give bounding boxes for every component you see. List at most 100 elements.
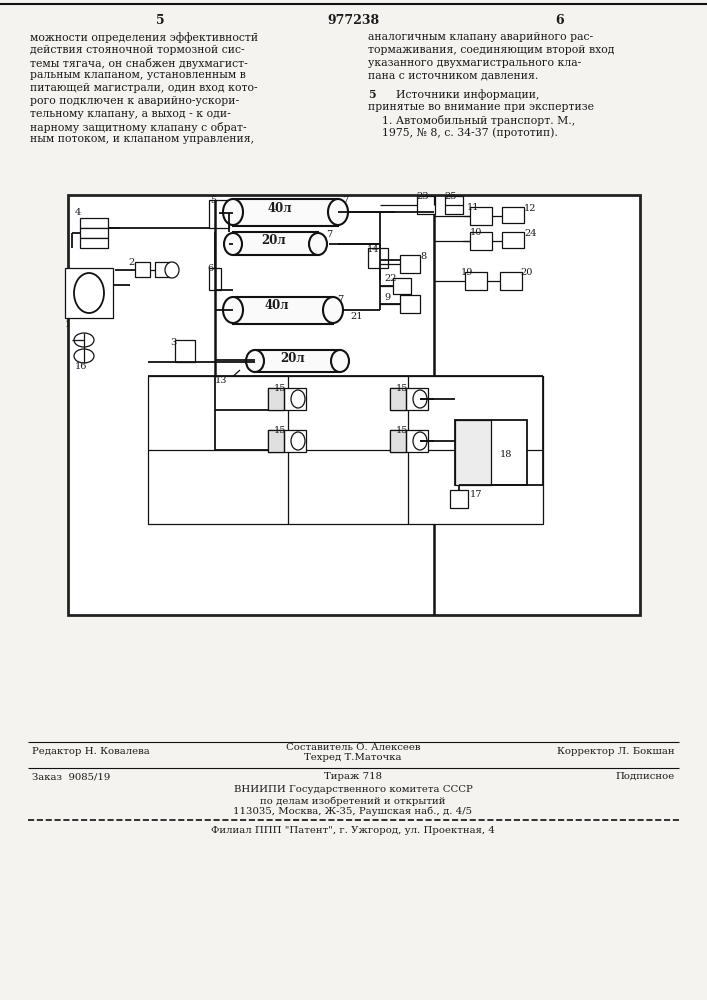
- Bar: [470, 207, 492, 225]
- Bar: [455, 420, 527, 485]
- Text: 6: 6: [207, 264, 213, 273]
- Text: 5: 5: [210, 196, 216, 205]
- Bar: [400, 295, 420, 313]
- Text: 113035, Москва, Ж-35, Раушская наб., д. 4/5: 113035, Москва, Ж-35, Раушская наб., д. …: [233, 807, 472, 816]
- Text: принятые во внимание при экспертизе: принятые во внимание при экспертизе: [368, 102, 594, 112]
- Text: Заказ  9085/19: Заказ 9085/19: [32, 772, 110, 781]
- Text: действия стояночной тормозной сис-: действия стояночной тормозной сис-: [30, 45, 245, 55]
- Bar: [390, 388, 428, 410]
- Text: 21: 21: [350, 312, 363, 321]
- Text: 40л: 40л: [265, 299, 289, 312]
- Ellipse shape: [224, 233, 242, 255]
- Text: 15: 15: [396, 384, 409, 393]
- Ellipse shape: [74, 333, 94, 347]
- Bar: [393, 278, 411, 294]
- Text: 7: 7: [337, 295, 344, 304]
- Bar: [68, 195, 640, 615]
- Text: 11: 11: [467, 203, 479, 212]
- Bar: [233, 199, 338, 226]
- Ellipse shape: [413, 390, 427, 408]
- Text: рого подключен к аварийно-ускори-: рого подключен к аварийно-ускори-: [30, 96, 239, 106]
- Text: 40л: 40л: [268, 202, 293, 215]
- Bar: [417, 196, 435, 214]
- Bar: [65, 268, 113, 318]
- Bar: [368, 248, 388, 268]
- Ellipse shape: [309, 233, 327, 255]
- Ellipse shape: [223, 199, 243, 225]
- Text: 5: 5: [156, 14, 164, 27]
- Text: тельному клапану, а выход - к оди-: тельному клапану, а выход - к оди-: [30, 109, 230, 119]
- Bar: [80, 228, 108, 238]
- Text: 3: 3: [170, 338, 176, 347]
- Bar: [470, 232, 492, 250]
- Text: 977238: 977238: [327, 14, 379, 27]
- Text: 25: 25: [444, 192, 457, 201]
- Bar: [233, 297, 333, 324]
- Text: по делам изобретений и открытий: по делам изобретений и открытий: [260, 796, 445, 806]
- Text: 7: 7: [342, 196, 349, 205]
- Bar: [455, 420, 491, 485]
- Bar: [148, 376, 543, 524]
- Text: Источники информации,: Источники информации,: [368, 89, 539, 100]
- Text: Техред Т.Маточка: Техред Т.Маточка: [304, 753, 402, 762]
- Ellipse shape: [74, 273, 104, 313]
- Bar: [465, 272, 487, 290]
- Bar: [255, 350, 340, 372]
- Text: 9: 9: [384, 293, 390, 302]
- Text: 24: 24: [524, 229, 537, 238]
- Bar: [390, 430, 428, 452]
- Text: 20л: 20л: [261, 234, 286, 247]
- Bar: [80, 218, 108, 228]
- Bar: [209, 268, 221, 290]
- Text: 15: 15: [274, 426, 286, 435]
- Text: пана с источником давления.: пана с источником давления.: [368, 70, 538, 80]
- Ellipse shape: [223, 297, 243, 323]
- Bar: [268, 388, 284, 410]
- Text: можности определения эффективностӣ: можности определения эффективностӣ: [30, 32, 258, 43]
- Text: 18: 18: [500, 450, 513, 459]
- Text: Филиал ППП "Патент", г. Ужгород, ул. Проектная, 4: Филиал ППП "Патент", г. Ужгород, ул. Про…: [211, 826, 495, 835]
- Text: Редактор Н. Ковалева: Редактор Н. Ковалева: [32, 747, 150, 756]
- Text: 13: 13: [215, 376, 228, 385]
- Text: 15: 15: [274, 384, 286, 393]
- Text: 20: 20: [520, 268, 532, 277]
- Text: указанного двухмагистрального кла-: указанного двухмагистрального кла-: [368, 58, 581, 68]
- Text: темы тягача, он снабжен двухмагист-: темы тягача, он снабжен двухмагист-: [30, 58, 247, 69]
- Text: Составитель О. Алексеев: Составитель О. Алексеев: [286, 743, 420, 752]
- Bar: [209, 200, 229, 228]
- Text: 16: 16: [75, 362, 88, 371]
- Bar: [502, 232, 524, 248]
- Text: Тираж 718: Тираж 718: [324, 772, 382, 781]
- Text: 20л: 20л: [280, 352, 305, 365]
- Bar: [445, 196, 463, 214]
- Text: 1. Автомобильный транспорт. М.,: 1. Автомобильный транспорт. М.,: [368, 115, 575, 126]
- Ellipse shape: [291, 432, 305, 450]
- Bar: [390, 430, 406, 452]
- Bar: [450, 490, 468, 508]
- Text: 8: 8: [420, 252, 426, 261]
- Text: 23: 23: [416, 192, 428, 201]
- Text: 1: 1: [65, 320, 71, 329]
- Text: 17: 17: [470, 490, 482, 499]
- Text: 5: 5: [368, 89, 375, 100]
- Text: 2: 2: [128, 258, 134, 267]
- Text: 12: 12: [524, 204, 537, 213]
- Bar: [220, 380, 238, 402]
- Ellipse shape: [331, 350, 349, 372]
- Text: 15: 15: [396, 426, 409, 435]
- Text: 10: 10: [470, 228, 482, 237]
- Text: ральным клапаном, установленным в: ральным клапаном, установленным в: [30, 70, 246, 80]
- Bar: [155, 262, 170, 277]
- Text: 22: 22: [384, 274, 397, 283]
- Text: ным потоком, и клапаном управления,: ным потоком, и клапаном управления,: [30, 134, 254, 144]
- Text: 19: 19: [461, 268, 474, 277]
- Bar: [268, 430, 306, 452]
- Text: 7: 7: [326, 230, 332, 239]
- Bar: [175, 340, 195, 362]
- Text: 14: 14: [367, 245, 380, 254]
- Text: Корректор Л. Бокшан: Корректор Л. Бокшан: [557, 747, 675, 756]
- Bar: [268, 388, 306, 410]
- Text: 4: 4: [75, 208, 81, 217]
- Ellipse shape: [165, 262, 179, 278]
- Text: тормаживания, соединяющим второй вход: тормаживания, соединяющим второй вход: [368, 45, 614, 55]
